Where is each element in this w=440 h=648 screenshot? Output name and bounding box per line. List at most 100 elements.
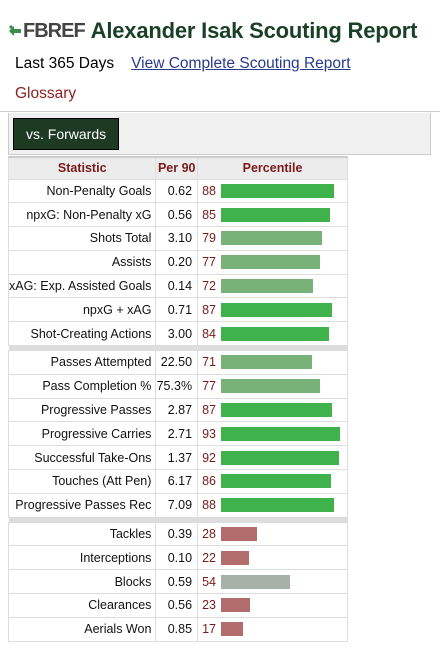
percentile-bar [221,574,291,589]
per90-value: 0.85 [155,616,199,642]
report-subline: Last 365 Days View Complete Scouting Rep… [15,55,351,73]
percentile-bar [221,550,250,565]
percentile-number: 54 [202,574,216,589]
stat-name: Successful Take-Ons [7,445,157,471]
percentile-number: 71 [202,355,216,370]
percentile-cell: 28 [197,521,348,547]
group-separator [8,345,348,351]
percentile-bar [221,450,340,465]
percentile-bar [221,326,330,341]
per90-value: 3.10 [155,226,199,251]
stat-name: xAG: Exp. Assisted Goals [7,273,157,299]
stat-name: Shots Total [7,226,157,251]
percentile-bar [221,183,335,198]
percentile-bar [221,355,313,370]
glossary-link[interactable]: Glossary [15,85,77,102]
percentile-wrap: 77 [202,379,347,394]
table-row: Progressive Carries 2.71 93 [7,421,348,447]
per90-value: 22.50 [155,350,199,375]
table-row: Interceptions 0.10 22 [7,545,348,571]
stat-name: npxG: Non-Penalty xG [7,202,157,228]
percentile-number: 85 [202,207,216,222]
stat-name: Progressive Passes Rec [7,492,157,518]
page-title: Alexander Isak Scouting Report [90,18,418,43]
stat-name: Blocks [7,569,157,595]
percentile-wrap: 88 [202,183,347,198]
percentile-cell: 23 [197,593,348,618]
percentile-bar [221,622,244,637]
percentile-cell: 71 [197,350,348,375]
group-separator [8,517,348,523]
table-row: Tackles 0.39 28 [7,521,348,547]
percentile-cell: 92 [197,445,348,471]
percentile-bar [221,231,323,246]
table-row: Progressive Passes Rec 7.09 88 [7,492,348,518]
per90-value: 0.56 [155,593,199,618]
percentile-bar [221,498,335,513]
percentile-cell: 17 [197,616,348,642]
table-row: xAG: Exp. Assisted Goals 0.14 72 [7,273,348,299]
stat-name: Aerials Won [7,616,157,642]
percentile-number: 17 [202,622,216,637]
percentile-bar [221,474,332,489]
percentile-number: 93 [202,426,216,441]
table-body: Non-Penalty Goals 0.62 88 npxG: Non-Penalty… [7,178,348,642]
percentile-cell: 88 [197,178,348,204]
percentile-number: 77 [202,255,216,270]
percentile-number: 79 [202,231,216,246]
fbref-logo[interactable]: FBREF [8,19,86,43]
stat-name: Interceptions [7,545,157,571]
percentile-wrap: 87 [202,403,347,418]
percentile-cell: 87 [197,297,348,323]
percentile-bar [221,403,333,418]
period-label: Last 365 Days [15,55,115,72]
table-row: Successful Take-Ons 1.37 92 [7,445,348,471]
table-row: npxG: Non-Penalty xG 0.56 85 [7,202,348,228]
percentile-number: 23 [202,598,216,613]
percentile-wrap: 92 [202,450,347,465]
percentile-bar [221,426,341,441]
stat-name: Passes Attempted [7,350,157,375]
table-row: Pass Completion % 75.3% 77 [7,373,348,399]
percentile-cell: 93 [197,421,348,447]
per90-value: 0.20 [155,249,199,275]
percentile-wrap: 79 [202,231,347,246]
group-separator-cell [8,517,348,523]
complete-report-link[interactable]: View Complete Scouting Report [131,55,351,72]
per90-value: 0.56 [155,202,199,228]
percentile-number: 92 [202,450,216,465]
per90-value: 0.10 [155,545,199,571]
stat-name: Assists [7,249,157,275]
logo-mark-icon [9,25,21,36]
percentile-wrap: 54 [202,574,347,589]
percentile-bar [221,527,258,542]
percentile-number: 84 [202,326,216,341]
per90-value: 0.71 [155,297,199,323]
percentile-wrap: 85 [202,207,347,222]
percentile-bar [221,279,314,294]
stat-name: Shot-Creating Actions [7,321,157,347]
per90-value: 6.17 [155,469,199,494]
vs-forwards-button[interactable]: vs. Forwards [13,118,120,150]
percentile-cell: 79 [197,226,348,251]
logo-text: FBREF [23,19,86,42]
percentile-wrap: 71 [202,355,347,370]
percentile-number: 86 [202,474,216,489]
table-row: Clearances 0.56 23 [7,593,348,618]
table-row: Progressive Passes 2.87 87 [7,397,348,423]
per90-value: 7.09 [155,492,199,518]
percentile-cell: 88 [197,492,348,518]
percentile-bar [221,255,321,270]
percentile-cell: 84 [197,321,348,347]
percentile-bar [221,379,321,394]
stat-name: Clearances [7,593,157,618]
table-row: Passes Attempted 22.50 71 [7,350,348,375]
percentile-wrap: 87 [202,302,347,317]
section-divider [0,111,440,112]
stat-name: npxG + xAG [7,297,157,323]
percentile-number: 88 [202,183,216,198]
percentile-cell: 77 [197,373,348,399]
stat-name: Tackles [7,521,157,547]
percentile-cell: 77 [197,249,348,275]
table-header-row: Statistic Per 90 Percentile [7,156,348,180]
